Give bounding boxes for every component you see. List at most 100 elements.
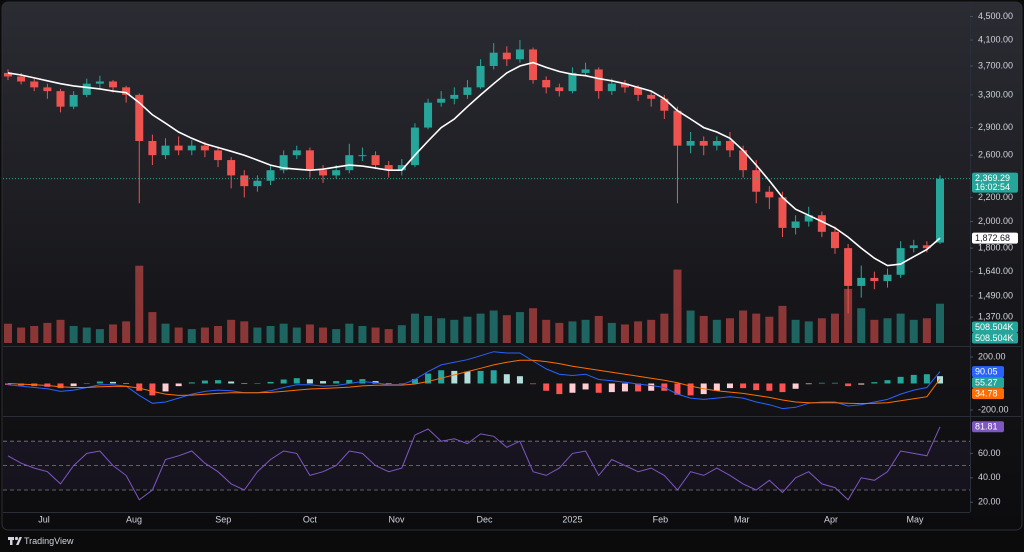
macd-histogram-bar xyxy=(477,370,484,384)
candle-body xyxy=(804,215,813,222)
macd-histogram-bar xyxy=(556,383,563,395)
volume-bar xyxy=(529,308,538,343)
last-price-box xyxy=(972,172,1018,193)
macd-histogram-bar xyxy=(635,383,642,392)
volume-bar xyxy=(568,321,577,343)
volume-bar xyxy=(844,288,853,343)
volume-value-label: 508.504K xyxy=(975,333,1014,343)
macd-histogram-bar xyxy=(530,383,537,385)
volume-bar xyxy=(712,319,721,343)
ma-value-label: 1,872.68 xyxy=(975,233,1010,243)
candle-body xyxy=(332,170,341,176)
volume-bar xyxy=(187,329,196,343)
y-tick-label: 1,640.00 xyxy=(978,266,1013,276)
macd-histogram-bar xyxy=(845,383,852,387)
y-tick-label: 200.00 xyxy=(978,351,1006,361)
volume-value-label-box xyxy=(972,321,1018,333)
volume-bar xyxy=(17,327,26,343)
macd-histogram-bar xyxy=(543,383,550,391)
volume-bar xyxy=(69,326,78,343)
macd-histogram-bar xyxy=(726,383,733,389)
volume-bar xyxy=(791,319,800,343)
volume-bar xyxy=(397,325,406,343)
x-tick-label: Aug xyxy=(126,514,142,524)
signal-line xyxy=(7,359,941,405)
macd-histogram-bar xyxy=(503,374,510,384)
candle-body xyxy=(686,140,695,146)
candle-body xyxy=(292,150,301,156)
candle-body xyxy=(463,87,472,95)
macd-histogram-bar xyxy=(228,381,235,384)
macd-histogram-bar xyxy=(385,383,392,384)
volume-bar xyxy=(82,327,91,343)
x-tick-label: Apr xyxy=(824,514,838,524)
macd-histogram-bar xyxy=(766,383,773,391)
candle-body xyxy=(502,52,511,60)
volume-bar xyxy=(581,319,590,343)
macd-histogram-bar xyxy=(425,373,432,384)
volume-bar xyxy=(883,318,892,343)
y-tick-label: 60.00 xyxy=(978,448,1001,458)
macd-histogram-bar xyxy=(582,383,589,390)
candle-body xyxy=(122,87,131,95)
volume-bar xyxy=(542,319,551,343)
x-tick-label: Mar xyxy=(734,514,750,524)
macd-value-label: 90.05 xyxy=(975,366,998,376)
macd-histogram-bar xyxy=(110,381,117,384)
macd-histogram-bar xyxy=(320,381,327,384)
candle-body xyxy=(581,69,590,73)
volume-bar xyxy=(319,327,328,343)
macd-histogram-bar xyxy=(648,383,655,391)
y-tick-label: 2,200.00 xyxy=(978,192,1013,202)
candle-body xyxy=(161,145,170,156)
volume-bar xyxy=(384,329,393,343)
candle-body xyxy=(870,277,879,282)
y-tick-label: 2,000.00 xyxy=(978,216,1013,226)
macd-histogram-bar xyxy=(713,383,720,391)
volume-bar xyxy=(660,313,669,343)
candle-body xyxy=(909,245,918,249)
volume-bar xyxy=(739,310,748,343)
candle-body xyxy=(345,155,354,171)
volume-bar xyxy=(699,315,708,343)
macd-histogram-bar xyxy=(687,383,694,396)
volume-bar xyxy=(410,313,419,343)
macd-histogram-bar xyxy=(779,383,786,393)
volume-bar xyxy=(725,318,734,343)
x-tick-label: Sep xyxy=(215,514,231,524)
volume-bar xyxy=(476,313,485,343)
macd-histogram-bar xyxy=(438,370,445,384)
candle-body xyxy=(187,145,196,151)
candle-body xyxy=(791,221,800,228)
y-tick-label: 4,100.00 xyxy=(978,34,1013,44)
candle-body xyxy=(660,98,669,111)
volume-bar xyxy=(279,323,288,343)
candle-body xyxy=(607,83,616,92)
volume-bar xyxy=(109,324,118,343)
macd-histogram-bar xyxy=(871,382,878,384)
volume-bar xyxy=(620,324,629,343)
candle-body xyxy=(778,197,787,228)
volume-bar xyxy=(936,303,944,343)
macd-histogram-bar xyxy=(937,376,943,384)
candle-body xyxy=(752,170,761,192)
y-tick-label: 4,500.00 xyxy=(978,11,1013,21)
candle-body xyxy=(936,178,944,243)
volume-bar xyxy=(817,318,826,343)
x-tick-label: Nov xyxy=(389,514,406,524)
candle-body xyxy=(712,140,721,146)
volume-value-label: 508.504K xyxy=(975,322,1014,332)
volume-bar xyxy=(463,316,472,343)
macd-histogram-bar xyxy=(123,383,130,384)
volume-bar xyxy=(686,310,695,343)
macd-histogram-bar xyxy=(608,383,615,393)
candle-body xyxy=(174,145,183,151)
volume-bar xyxy=(358,326,367,343)
macd-value-label: 55.27 xyxy=(975,377,998,387)
volume-bar xyxy=(135,265,144,343)
y-tick-label: 3,700.00 xyxy=(978,60,1013,70)
candle-body xyxy=(634,87,643,95)
candle-body xyxy=(43,87,52,92)
candle-body xyxy=(358,155,367,157)
volume-bar xyxy=(752,313,761,343)
